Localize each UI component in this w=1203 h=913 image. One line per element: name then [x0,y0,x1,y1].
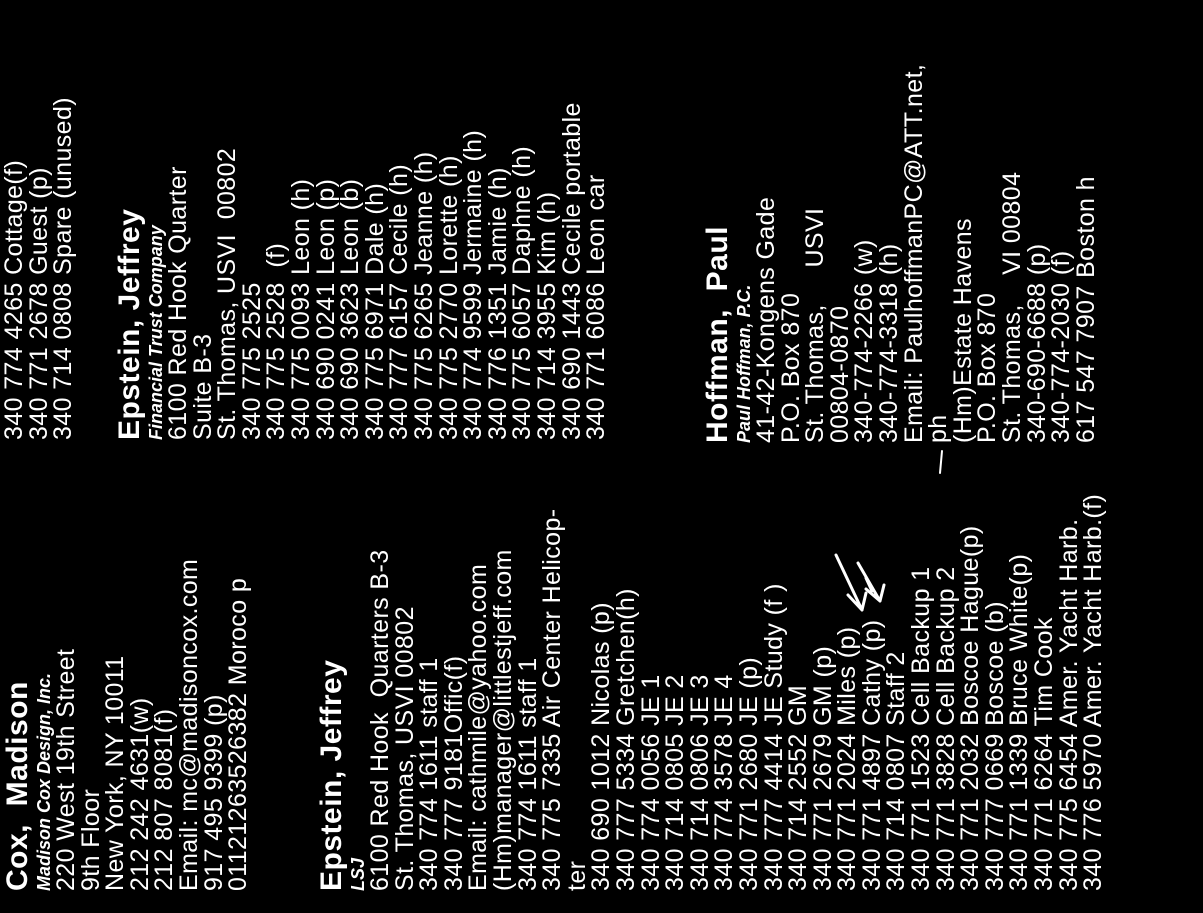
contact-detail-line: 340 774 9599 Jermaine (h) [459,129,488,440]
contact-detail-line: 6100 Red Hook Quarter [164,166,192,440]
contact-detail-line: 340 775 6265 Jeanne (h) [409,151,438,440]
contact-detail-line: 617 547 7907 Boston h [1071,176,1100,443]
contact-detail-line: 340-774-2266 (w) [850,239,879,443]
company-name: Paul Hoffman, P.C. [734,284,754,443]
company-name: Financial Trust Company [146,225,166,440]
contact-detail-line: 340 777 6157 Cecile (h) [385,163,414,440]
contact-detail-line: ter [562,860,591,891]
contact-detail-line: 340 774 1611 staff 1 [513,657,542,891]
contact-detail-line: 340 771 2680 JE (p) [734,656,763,891]
contact-detail-line: 340 775 0093 Leon (h) [286,178,315,440]
contact-detail-line: 340 771 2024 Miles (p) [833,626,862,891]
contact-detail-line: ph [924,414,953,443]
contact-detail-line: 340 771 1523 Cell Backup 1 [907,566,936,891]
contact-detail-line: Email: mc@madisoncox.com [174,558,203,891]
contact-detail-line: 340 775 6971 Dale (h) [360,182,389,440]
contact-detail-line: P.O. Box 870 [973,292,1002,443]
entry-cox: Cox, Madison Madison Cox Design, Inc. 220 … [1,558,253,891]
contact-name: Cox, Madison [1,681,34,891]
contact-detail-line: 340 714 2552 GM [784,684,813,891]
contact-detail-line: P.O. Box 870 [776,292,805,443]
contact-detail-line: St. Thomas, USVI 00802 [213,147,242,440]
contact-detail-line: 340 775 2770 Lorette (h) [434,155,463,440]
contact-detail-line: (Hm)manager@littlestjeff.com [488,549,517,891]
contact-detail-line: 9th Floor [76,788,105,891]
contact-detail-line: 212 242 4631(w) [125,697,154,891]
contact-detail-line: 340 774 3578 JE 4 [710,674,739,891]
contact-detail-line: St. Thomas, USVI [801,207,830,443]
contact-detail-line: 340 777 4414 JE Study (f ) [759,583,788,891]
contact-detail-line: 340 771 2679 GM (p) [808,645,837,891]
contact-detail-line: 00804-0870 [825,305,854,443]
contact-detail-line: 340-774-3318 (h) [874,243,903,443]
contact-detail-line: 340 690 0241 Leon (p) [311,178,340,440]
contact-detail-line: 340 771 3828 Cell Backup 2 [931,566,960,891]
contact-detail-line: St. Thomas, USVI 00802 [390,606,419,891]
contact-detail-line: 340 690 1443 Cecile portable [557,102,586,440]
contact-detail-line: 340-690-6688 (p) [1022,243,1051,443]
contact-name: Hoffman, Paul [701,225,734,443]
contact-detail-line: 340 771 2032 Boscoe Hague(p) [956,525,985,891]
contact-detail-line: 340 775 2528 (f) [262,242,291,440]
contact-detail-line: 340 690 3623 Leon (b) [336,178,365,440]
contact-detail-line: 340 714 3955 Kim (h) [532,191,561,440]
contact-detail-line: New York, NY 10011 [101,655,130,891]
contact-detail-line: 41-42-Kongens Gade [752,196,780,443]
contact-detail-line: 340 775 6454 Amer. Yacht Harb. [1054,518,1083,891]
contact-detail-line: 340 771 6086 Leon car [582,174,611,440]
contact-detail-line: St. Thomas, VI 00804 [997,171,1026,443]
contact-detail-line: 212 807 8081(f) [150,708,179,891]
entry-hoffman: Hoffman, Paul Paul Hoffman, P.C. 41-42-Kon… [701,63,1100,443]
contact-detail-line: 340 775 7335 Air Center Helicop- [538,508,567,891]
contact-detail-line: 340 777 0669 Boscoe (b) [980,601,1009,891]
contact-detail-line: 340 775 2525 [237,282,266,440]
contact-detail-line: 340 714 0805 JE 2 [661,674,690,891]
contact-detail-line: 340 714 0807 Staff 2 [882,651,911,891]
entry-epstein-lsj: Epstein, Jeffrey LSJ 6100 Red Hook Quarter… [315,493,1108,891]
contact-detail-line: 340 775 6057 Daphne (h) [508,145,537,440]
entry-continued-phones: 340 774 4265 Cottage(f) 340 771 2678 Gues… [0,96,78,440]
contact-detail-line: 340-774-2030 (f) [1047,250,1076,443]
contact-detail-line: 340 776 1351 Jamie (h) [483,167,512,440]
contact-detail-line: 340 771 2678 Guest (p) [24,167,53,440]
company-name: Madison Cox Design, Inc. [34,672,54,891]
contact-detail-line: 917 495 9399 (p) [199,694,228,891]
contact-detail-line: Email: PaulhoffmanPC@ATT.net, [899,63,928,443]
contact-name: Epstein, Jeffrey [315,659,348,891]
contact-detail-line: Suite B-3 [188,333,217,440]
contact-detail-line: Email: cathmile@yahoo.com [464,563,493,891]
contact-detail-line: 340 771 4897 Cathy (p) [857,619,886,891]
stray-mark [939,450,943,474]
contact-detail-line: 340 714 0808 Spare (unused) [49,96,78,440]
contact-detail-line: 340 776 5970 Amer. Yacht Harb.(f) [1079,493,1108,891]
contact-detail-line: 340 774 4265 Cottage(f) [0,159,28,440]
contact-detail-line: 220 West 19th Street [52,648,80,891]
contact-detail-line: 340 771 1339 Bruce White(p) [1005,553,1034,891]
contact-detail-line: 01121263526382 Moroco p [224,577,253,891]
contact-detail-line: (Hm)Estate Havens [948,218,977,443]
contact-detail-line: 340 771 6264 Tim Cook [1030,617,1059,891]
contact-name: Epstein, Jeffrey [113,208,146,440]
contact-detail-line: 340 777 5334 Gretchen(h) [611,588,640,891]
company-name: LSJ [348,857,368,891]
contact-detail-line: 340 777 9181Offic(f) [439,655,468,891]
contact-detail-line: 340 774 0056 JE 1 [636,674,665,891]
entry-epstein-financial-trust: Epstein, Jeffrey Financial Trust Company 6… [113,102,611,440]
contact-detail-line: 340 690 1012 Nicolas (p) [587,602,616,891]
contact-detail-line: 6100 Red Hook Quarters B-3 [366,549,394,891]
contact-detail-line: 340 714 0806 JE 3 [685,674,714,891]
contact-detail-line: 340 774 1611 staff 1 [415,657,444,891]
